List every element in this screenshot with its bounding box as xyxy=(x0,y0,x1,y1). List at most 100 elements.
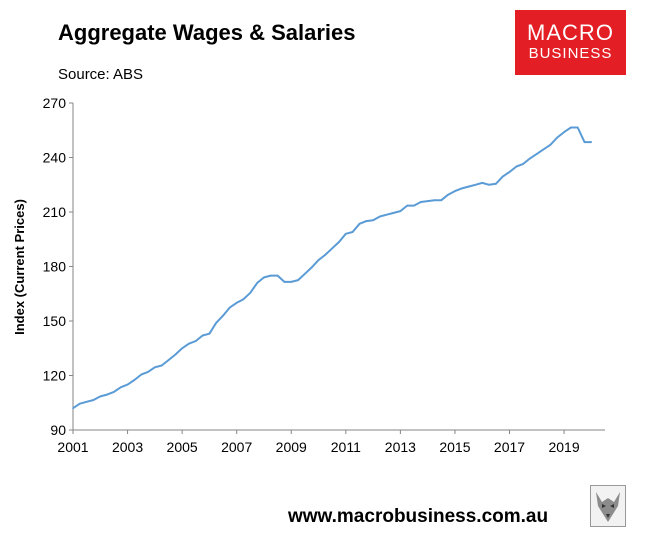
data-point xyxy=(208,332,211,335)
data-point xyxy=(501,175,504,178)
data-point xyxy=(467,185,470,188)
data-point xyxy=(215,322,218,324)
x-tick-label: 2003 xyxy=(112,439,143,455)
data-point xyxy=(263,276,265,279)
x-tick-label: 2019 xyxy=(548,439,579,455)
data-point xyxy=(481,182,484,184)
data-point xyxy=(310,266,313,269)
data-point xyxy=(106,393,108,396)
data-point xyxy=(413,204,415,207)
x-tick-label: 2007 xyxy=(221,439,252,455)
data-point xyxy=(529,157,531,160)
y-tick-label: 210 xyxy=(43,204,67,220)
x-tick-label: 2015 xyxy=(439,439,470,455)
data-point xyxy=(126,383,129,386)
x-tick-label: 2013 xyxy=(385,439,416,455)
data-point xyxy=(201,334,204,337)
data-point xyxy=(290,281,293,283)
x-tick-label: 2009 xyxy=(276,439,307,455)
data-point xyxy=(276,274,279,277)
data-point xyxy=(399,210,402,212)
wolf-icon xyxy=(590,485,626,527)
data-point xyxy=(154,366,156,369)
data-point xyxy=(392,212,395,214)
data-point xyxy=(167,359,170,361)
y-axis-label: Index (Current Prices) xyxy=(12,199,27,335)
data-point xyxy=(351,231,354,233)
data-point xyxy=(447,193,449,196)
data-point xyxy=(324,253,327,256)
data-point xyxy=(495,183,497,185)
data-point xyxy=(522,163,524,165)
data-point xyxy=(365,220,368,222)
data-point xyxy=(474,183,477,186)
data-point xyxy=(119,386,122,389)
y-tick-label: 180 xyxy=(43,259,67,275)
y-tick-label: 270 xyxy=(43,95,67,111)
data-point xyxy=(440,199,443,201)
data-point xyxy=(256,282,258,284)
data-point xyxy=(99,395,102,398)
x-tick-label: 2017 xyxy=(494,439,525,455)
data-point xyxy=(426,200,429,202)
chart-series xyxy=(72,126,593,410)
data-point xyxy=(242,298,245,301)
logo-line-macro: MACRO xyxy=(527,20,614,45)
data-point xyxy=(590,141,593,143)
data-point xyxy=(563,131,565,133)
chart-source: Source: ABS xyxy=(58,66,144,83)
x-tick-label: 2005 xyxy=(167,439,198,455)
data-point xyxy=(583,141,586,143)
data-point xyxy=(535,153,538,155)
data-point xyxy=(358,223,361,225)
data-point xyxy=(72,407,74,410)
data-point xyxy=(160,364,163,367)
data-point xyxy=(79,402,81,405)
data-point xyxy=(372,219,374,221)
data-point xyxy=(140,373,143,376)
data-point xyxy=(297,279,299,281)
data-point xyxy=(406,204,409,207)
x-tick-label: 2011 xyxy=(331,439,361,455)
data-point xyxy=(249,292,252,294)
y-tick-label: 90 xyxy=(50,422,66,438)
data-point xyxy=(460,187,463,190)
data-point xyxy=(229,306,231,309)
data-point xyxy=(338,241,340,243)
data-point xyxy=(433,199,436,201)
data-point xyxy=(576,126,579,129)
data-point xyxy=(345,233,347,235)
data-point xyxy=(194,340,197,342)
data-point xyxy=(549,143,552,146)
x-tick-label: 2001 xyxy=(57,439,88,455)
data-point xyxy=(269,274,272,277)
data-point xyxy=(556,136,559,139)
chart-axes xyxy=(72,103,605,431)
data-point xyxy=(317,259,320,261)
data-point xyxy=(235,302,238,304)
data-point xyxy=(133,379,136,381)
logo-line-business: BUSINESS xyxy=(528,45,613,62)
data-point xyxy=(570,126,572,129)
y-tick-label: 150 xyxy=(43,313,67,329)
data-point xyxy=(420,201,422,203)
data-point xyxy=(113,391,115,393)
data-point xyxy=(331,247,333,250)
data-point xyxy=(283,281,286,283)
data-point xyxy=(508,171,511,173)
series-line xyxy=(72,126,592,410)
data-point xyxy=(542,148,545,151)
website-url: www.macrobusiness.com.au xyxy=(288,506,549,527)
y-tick-label: 120 xyxy=(43,368,67,384)
data-point xyxy=(147,371,149,373)
data-point xyxy=(379,215,381,218)
data-point xyxy=(454,190,456,192)
chart-title: Aggregate Wages & Salaries xyxy=(58,20,356,45)
data-point xyxy=(174,353,177,356)
data-point xyxy=(188,342,190,345)
data-point xyxy=(181,347,183,350)
data-point xyxy=(85,401,88,403)
y-tick-label: 240 xyxy=(43,150,67,166)
data-point xyxy=(515,165,518,168)
